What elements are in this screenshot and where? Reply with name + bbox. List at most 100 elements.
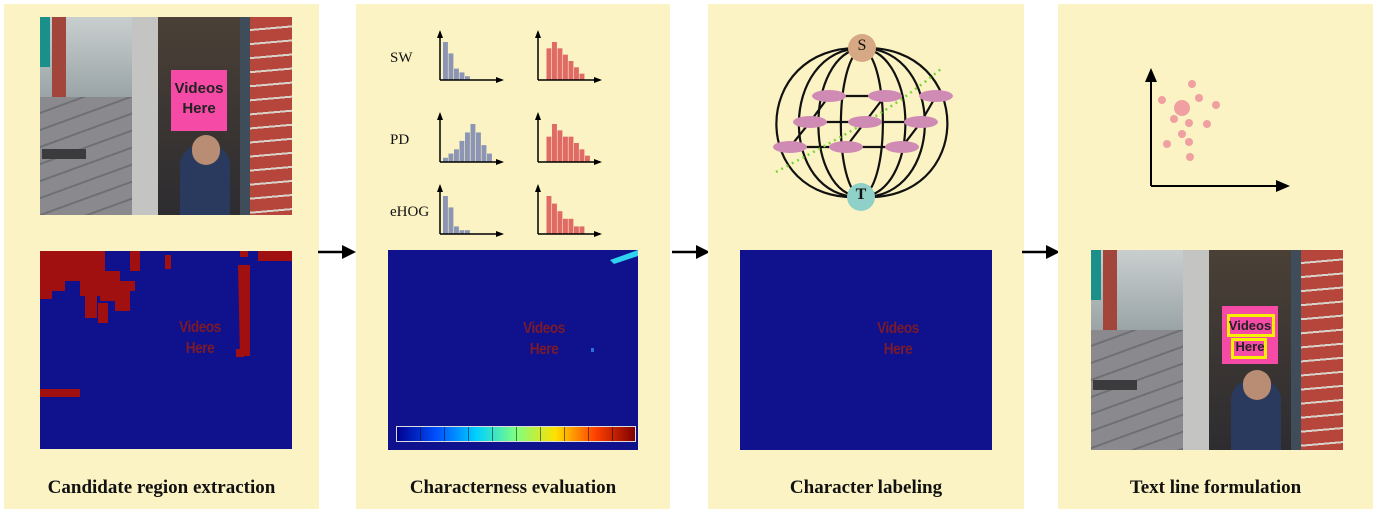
characterness-artifacts (591, 250, 638, 352)
colorbar-ticks (397, 427, 635, 441)
teal-sign (40, 17, 50, 67)
source-node-label: S (857, 37, 867, 54)
drain-grate (42, 149, 86, 159)
histogram-red-ehog (535, 184, 602, 237)
map-line-1: Videos (523, 320, 565, 337)
child-head (1243, 370, 1271, 400)
map-line-1: Videos (179, 319, 221, 336)
concrete-pillar (132, 17, 158, 215)
histogram-bar (448, 207, 454, 234)
arrow-1 (318, 245, 356, 259)
candidate-region-blobs (40, 251, 292, 397)
histogram-label: eHOG (390, 204, 429, 220)
histogram-label: PD (390, 132, 409, 148)
histogram-bar (454, 226, 459, 234)
panel-text-line-formulation: Videos Here Text line formulation (1058, 4, 1373, 509)
histogram-bar (552, 42, 557, 80)
door-frame (240, 17, 250, 215)
characterness-map: Videos Here (388, 250, 638, 450)
histogram-bar (574, 143, 579, 162)
pink-sign: Videos Here (1222, 306, 1278, 364)
map-line-1: Videos (877, 320, 919, 337)
character-label-map: Videos Here (740, 250, 992, 450)
result-photo: Videos Here (1091, 250, 1343, 450)
child-head (192, 135, 220, 165)
drain-grate (1093, 380, 1137, 390)
histogram-bar (443, 157, 448, 162)
brick-wall (250, 17, 292, 215)
panel-candidate-region-extraction: Videos Here Videos Here Candidate region… (4, 4, 319, 509)
histogram-bar (465, 230, 470, 234)
histogram-bar (459, 72, 465, 80)
detected-box-2 (1231, 338, 1267, 359)
histogram-bar (568, 61, 574, 80)
sign-line-1: Videos (174, 80, 224, 97)
histogram-bar (443, 42, 448, 80)
caption-characterness-evaluation: Characterness evaluation (409, 477, 617, 498)
histogram-grid: SW PD eHOG (390, 30, 602, 237)
histogram-bar (557, 48, 563, 80)
brick-column (1103, 250, 1117, 330)
histogram-bar (585, 155, 590, 162)
histogram-bar (448, 153, 454, 162)
histogram-gray-pd (437, 112, 504, 165)
map-line-2: Here (185, 340, 215, 357)
graph-cut-diagram (773, 34, 953, 211)
histogram-bar (568, 136, 574, 162)
histogram-bar (579, 226, 585, 234)
map-text: Videos Here (158, 317, 243, 359)
histogram-bar (546, 196, 552, 234)
histogram-bar (448, 53, 454, 80)
histogram-bar (579, 149, 585, 162)
histogram-bar (546, 136, 552, 162)
scene-photo: Videos Here (40, 17, 292, 215)
histogram-bar (443, 196, 448, 234)
detected-box-1 (1227, 314, 1275, 337)
histogram-bar (476, 132, 481, 162)
panel-characterness-evaluation: SW PD eHOG Videos Here Characterness evalu… (356, 4, 670, 509)
histogram-bar (563, 54, 568, 80)
panel-character-labeling: S T Videos Here Character labeling (708, 4, 1024, 509)
histogram-bar (557, 130, 563, 162)
map-text: Videos Here (856, 318, 941, 360)
map-line-2: Here (529, 341, 559, 358)
histogram-bar (568, 218, 574, 234)
histogram-bar (552, 203, 557, 234)
clustering-plot (1145, 68, 1290, 192)
histogram-bar (465, 76, 470, 80)
histogram-bar (563, 136, 568, 162)
histogram-bar (459, 230, 465, 234)
pavement (1091, 330, 1183, 450)
histogram-bar (557, 211, 563, 234)
sink-node-label: T (855, 186, 867, 203)
caption-candidate-region-extraction: Candidate region extraction (47, 477, 276, 498)
histogram-bar (454, 68, 459, 80)
histogram-bar (459, 140, 465, 162)
teal-sign (1091, 250, 1101, 300)
caption-character-labeling: Character labeling (789, 477, 943, 498)
histogram-gray-ehog (437, 184, 504, 237)
histogram-bar (487, 153, 492, 162)
histogram-label: SW (390, 50, 413, 66)
histogram-bar (563, 218, 568, 234)
histogram-bar (574, 226, 579, 234)
histogram-bar (481, 145, 487, 162)
histogram-bar (454, 149, 459, 162)
brick-wall (1301, 250, 1343, 450)
arrow-3 (1022, 245, 1060, 259)
candidate-region-map: Videos Here (40, 251, 292, 449)
brick-column (52, 17, 66, 97)
histogram-bar (546, 48, 552, 80)
sign-line-2: Here (1235, 339, 1265, 354)
sign-line-1: Videos (1228, 318, 1272, 333)
histogram-gray-sw (437, 30, 504, 83)
map-line-2: Here (883, 341, 913, 358)
pink-sign: Videos Here (171, 70, 227, 131)
histogram-red-pd (535, 112, 602, 165)
colorbar (396, 426, 636, 442)
histogram-bar (470, 124, 476, 162)
caption-text-line-formulation: Text line formulation (1129, 477, 1302, 498)
sign-line-2: Here (182, 100, 216, 117)
histogram-bar (574, 67, 579, 80)
door-frame (1291, 250, 1301, 450)
